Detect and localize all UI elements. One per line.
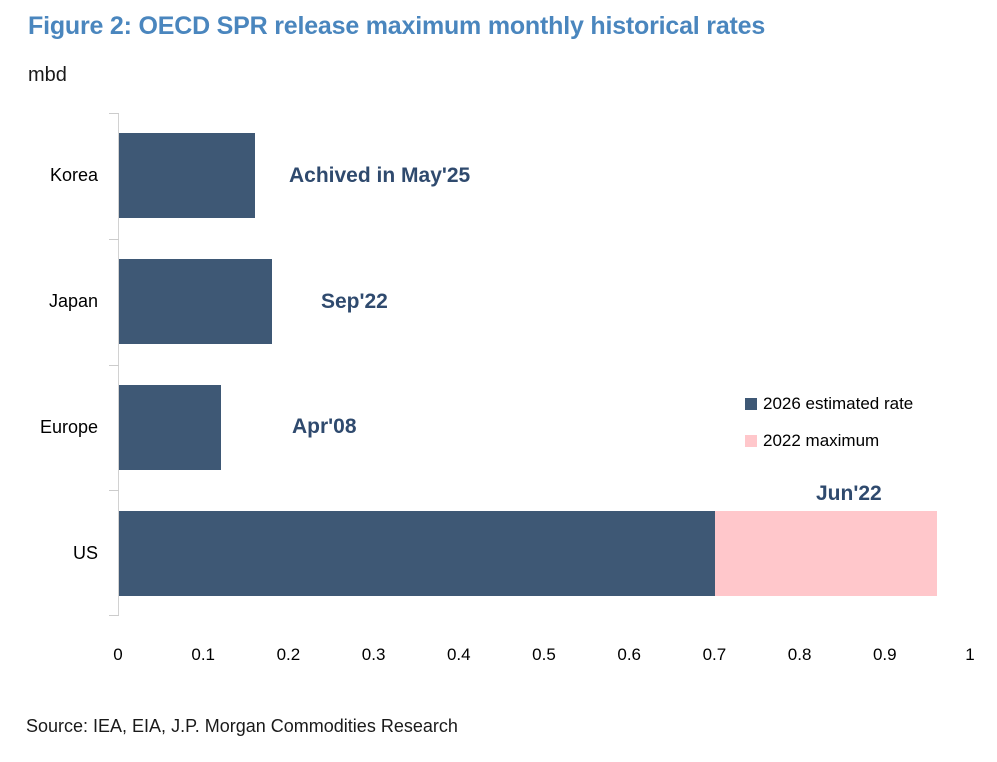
x-axis-tick-label: 0.7 [702,645,727,664]
legend-label: 2022 maximum [763,431,880,450]
plot-area: Achived in May'25 Sep'22 Apr'08 Jun'22 [109,113,971,616]
category-label: US [72,542,98,563]
figure-title: Figure 2: OECD SPR release maximum month… [28,12,766,40]
legend-item: 2026 estimated rate [745,394,913,414]
x-axis-tick-label: 0.6 [617,645,642,664]
bar-segment-primary [119,259,273,345]
y-axis-tick [109,113,119,114]
x-axis-tick-label: 0.2 [276,645,301,664]
legend: 2026 estimated rate 2022 maximum [745,394,913,468]
category-label: Korea [49,165,98,186]
y-axis-tick [109,365,119,366]
category-labels: Korea Japan Europe US [0,113,98,616]
annotation-label: Sep'22 [321,289,388,313]
y-axis-tick [109,239,119,240]
bar-segment-primary [119,133,256,219]
y-axis-tick [109,615,119,616]
unit-label: mbd [28,64,67,86]
legend-swatch-icon [745,398,757,410]
x-axis-tick-label: 0.8 [787,645,812,664]
legend-item: 2022 maximum [745,431,913,451]
annotation-label: Achived in May'25 [289,163,471,187]
annotation-label: Jun'22 [816,481,882,505]
x-axis-tick-label: 1 [965,645,975,664]
x-axis-labels: 0 0.1 0.2 0.3 0.4 0.5 0.6 0.7 0.8 0.9 1 [113,645,974,669]
category-label: Europe [39,416,98,437]
bar-segment-primary [119,510,716,596]
x-axis-tick-label: 0.5 [532,645,556,664]
category-label: Japan [48,291,98,312]
x-axis-tick-label: 0.9 [872,645,897,664]
legend-label: 2026 estimated rate [763,394,914,413]
source-text: Source: IEA, EIA, J.P. Morgan Commoditie… [26,716,458,736]
x-axis-tick-label: 0.1 [191,645,216,664]
annotation-label: Apr'08 [292,415,357,439]
bar-segment-primary [119,384,222,470]
x-axis-tick-label: 0 [113,645,123,664]
y-axis-tick [109,490,119,491]
legend-swatch-icon [745,435,757,447]
x-axis-tick-label: 0.3 [361,645,386,664]
x-axis-tick-label: 0.4 [446,645,471,664]
bar-segment-secondary [715,510,937,596]
